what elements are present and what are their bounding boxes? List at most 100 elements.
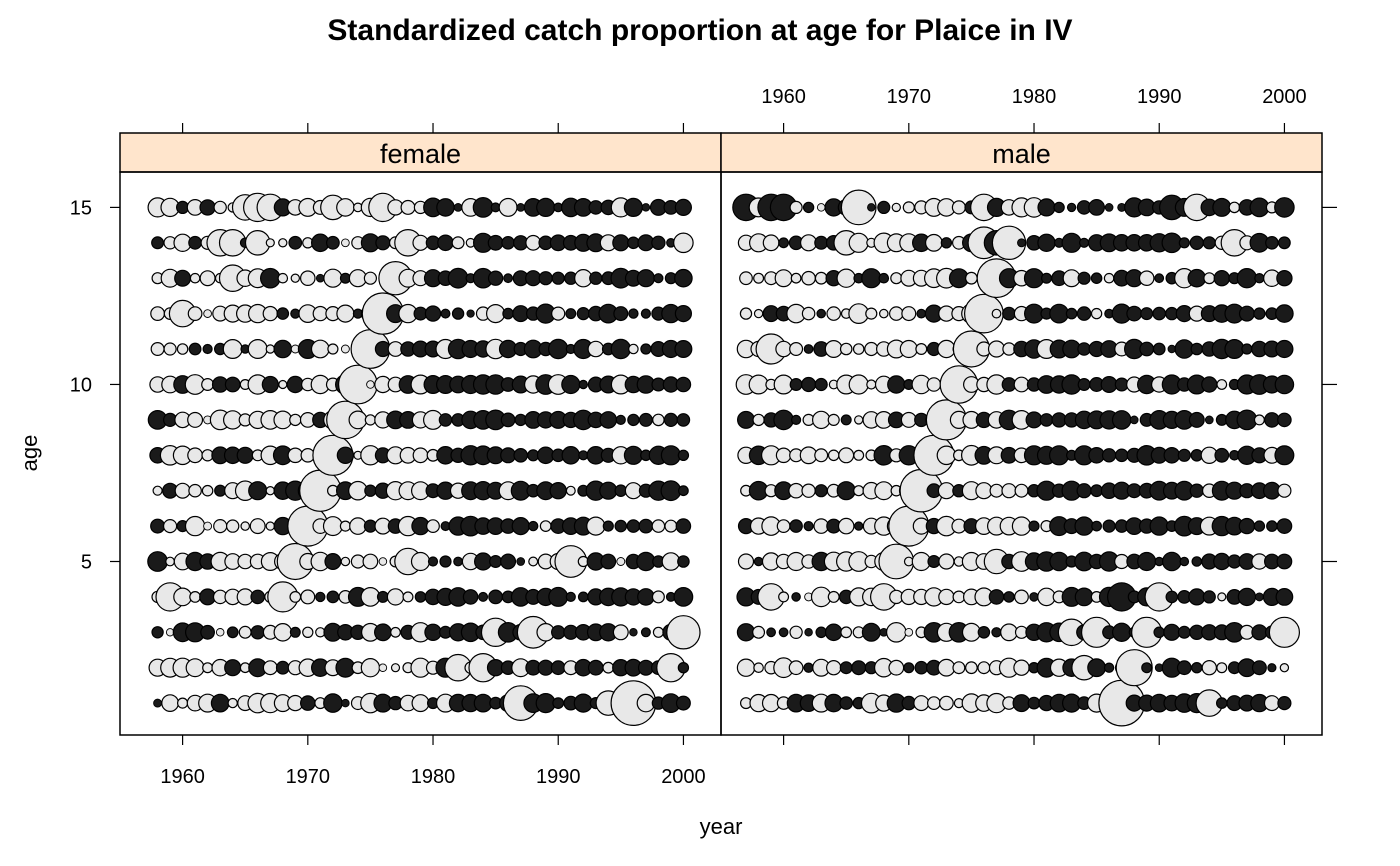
bubble-female-1995-age-6 [614, 519, 628, 533]
bubble-female-1963-age-3 [215, 628, 225, 637]
plot-area-male [720, 171, 1323, 736]
bubble-female-1992-age-12 [576, 307, 590, 321]
bubble-male-1986-age-8 [1101, 448, 1117, 463]
bubble-female-1962-age-13 [199, 270, 216, 287]
bubble-female-1971-age-4 [315, 591, 326, 603]
bubble-female-1968-age-12 [276, 307, 290, 320]
bubble-female-1969-age-13 [290, 273, 300, 283]
bubble-female-1968-age-13 [277, 272, 289, 284]
bubble-male-1980-age-6 [1028, 520, 1040, 532]
bubble-male-1979-age-14 [1017, 238, 1026, 248]
bubble-male-1958-age-5 [753, 556, 764, 567]
bubble-female-2000-age-2 [677, 662, 690, 674]
bubble-female-1968-age-2 [275, 660, 290, 675]
bubble-female-1982-age-15 [453, 203, 463, 212]
bubble-female-1996-age-3 [629, 628, 638, 637]
bubble-male-1997-age-12 [1238, 305, 1255, 322]
bubble-male-1958-age-9 [752, 413, 765, 427]
bubble-female-1995-age-3 [612, 624, 629, 641]
bubble-female-1962-age-2 [202, 662, 214, 674]
bubble-male-1973-age-11 [937, 339, 956, 359]
bubble-female-1961-age-13 [189, 272, 201, 284]
bubble-male-1966-age-6 [854, 521, 864, 531]
bubble-female-1987-age-15 [516, 203, 526, 212]
bubble-female-1958-age-6 [150, 518, 166, 534]
bubble-male-1977-age-4 [988, 589, 1005, 605]
bubble-female-1994-age-5 [600, 553, 617, 570]
bubble-female-1976-age-4 [376, 590, 389, 603]
bubble-female-1962-age-6 [203, 521, 213, 531]
bubble-male-2000-age-15 [1274, 197, 1295, 218]
bubble-male-1990-age-3 [1153, 626, 1165, 639]
bubble-male-1969-age-12 [888, 306, 904, 321]
bubble-female-1989-age-13 [538, 271, 553, 286]
bubble-male-1981-age-13 [1040, 272, 1052, 284]
bubble-male-1973-age-14 [940, 237, 953, 249]
bubble-female-1969-age-3 [289, 626, 301, 638]
bubble-female-1972-age-4 [326, 590, 340, 604]
bubble-female-1967-age-14 [265, 238, 275, 248]
bubble-male-2000-age-7 [1277, 483, 1292, 498]
bubble-female-1991-age-4 [565, 591, 576, 603]
bubble-female-1988-age-6 [528, 520, 539, 532]
bubble-male-1997-age-4 [1237, 587, 1257, 607]
bubble-female-1979-age-4 [414, 591, 427, 603]
bubble-male-1976-age-2 [977, 661, 991, 675]
bubble-male-1998-age-13 [1254, 273, 1265, 284]
bubble-female-1967-age-7 [265, 486, 275, 496]
bubble-male-1986-age-6 [1102, 519, 1116, 533]
bubble-female-1998-age-6 [651, 519, 666, 533]
bubble-male-1960-age-9 [773, 409, 794, 431]
bubble-male-1961-age-9 [790, 414, 802, 425]
bubble-female-1993-age-2 [587, 659, 604, 676]
bubble-male-1980-age-1 [1027, 696, 1041, 710]
bubble-male-1974-age-4 [952, 590, 966, 604]
bubble-female-1983-age-12 [466, 309, 475, 318]
bubble-female-1993-age-11 [587, 340, 605, 358]
bubble-female-1963-age-6 [213, 518, 228, 534]
bubble-female-1984-age-15 [472, 196, 494, 218]
chart-title: Standardized catch proportion at age for… [327, 14, 1072, 47]
bubble-female-1969-age-10 [286, 375, 304, 394]
bubble-female-1959-age-11 [163, 342, 177, 356]
bubble-male-1966-age-14 [848, 232, 869, 253]
bubble-male-1958-age-12 [753, 308, 764, 319]
bubble-female-1993-age-15 [588, 200, 604, 215]
bubble-female-1966-age-11 [247, 339, 268, 360]
bubble-female-1972-age-13 [323, 268, 343, 288]
bubble-female-1960-age-1 [177, 697, 189, 709]
bubble-female-1965-age-8 [236, 446, 254, 464]
bubble-female-1970-age-3 [302, 626, 314, 639]
bubble-male-1963-age-3 [815, 626, 827, 639]
bubble-male-1992-age-5 [1179, 556, 1190, 567]
bubble-female-1986-age-8 [500, 447, 517, 464]
bubble-female-1990-age-3 [551, 625, 566, 640]
bubble-male-1957-age-12 [739, 307, 753, 320]
bubble-male-1992-age-2 [1176, 660, 1192, 676]
x-axis-label: year [700, 814, 743, 839]
y-tick-label: 15 [70, 197, 92, 219]
bubble-female-1969-age-9 [289, 413, 302, 427]
x-tick-label-female: 2000 [661, 766, 706, 788]
bubble-female-1972-age-5 [324, 552, 342, 570]
bubble-male-1982-age-15 [1053, 201, 1065, 214]
bubble-female-1986-age-14 [501, 236, 515, 250]
bubble-female-1996-age-8 [623, 445, 644, 465]
bubble-female-1961-age-2 [185, 658, 205, 678]
bubble-female-2000-age-6 [675, 518, 692, 534]
bubble-male-1963-age-14 [814, 235, 829, 250]
bubble-male-1999-age-2 [1267, 663, 1277, 673]
bubble-male-1968-age-15 [877, 200, 891, 214]
bubble-female-1983-age-4 [462, 589, 479, 605]
bubble-male-1968-age-7 [874, 481, 894, 501]
bubble-male-1962-age-12 [801, 306, 816, 321]
bubble-male-1986-age-2 [1103, 662, 1115, 673]
bubble-male-1967-age-13 [861, 268, 882, 289]
bubble-male-1984-age-7 [1076, 483, 1092, 499]
bubble-female-1987-age-6 [511, 516, 530, 536]
x-tick-label-male: 1960 [761, 86, 806, 108]
bubble-female-1968-age-10 [278, 379, 288, 390]
x-tick-label-male: 1990 [1137, 86, 1182, 108]
bubble-male-1984-age-6 [1074, 516, 1094, 536]
bubble-male-1989-age-13 [1138, 270, 1155, 286]
